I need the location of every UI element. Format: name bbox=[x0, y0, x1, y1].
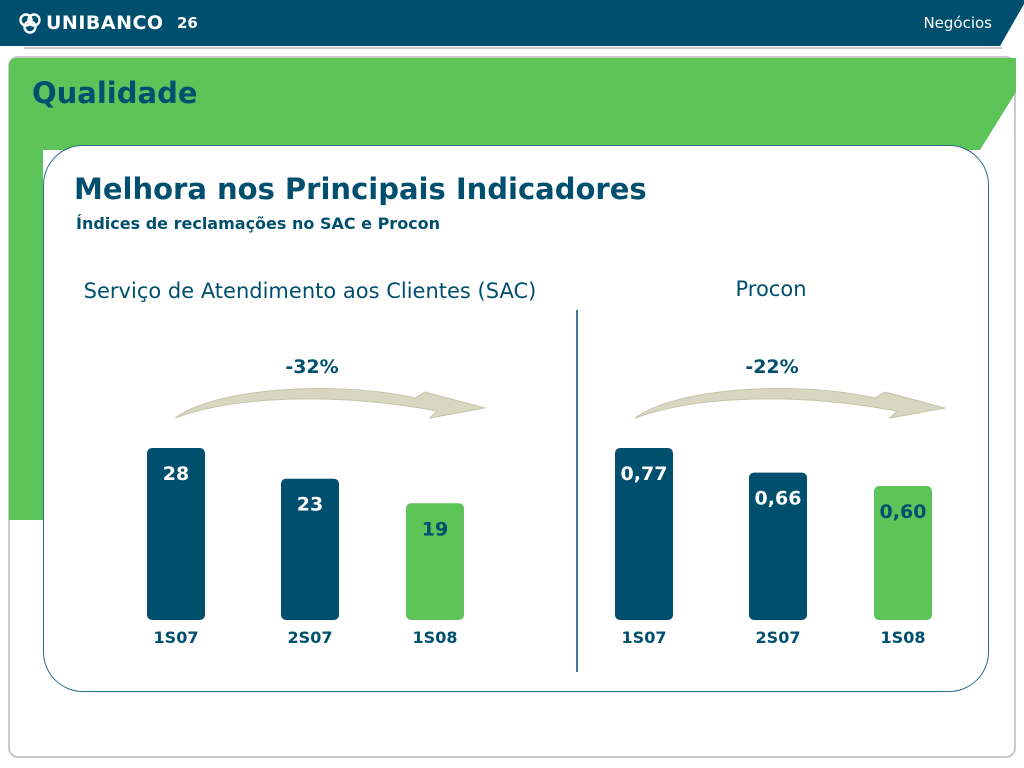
bar bbox=[281, 478, 339, 620]
data-label: 0,60 bbox=[880, 501, 927, 523]
data-label: 28 bbox=[163, 463, 189, 485]
brand-name: UNIBANCO bbox=[46, 12, 164, 34]
data-label: 0,77 bbox=[621, 463, 668, 485]
trend-arrow-icon bbox=[174, 388, 486, 419]
panel-heading: Melhora nos Principais Indicadores bbox=[74, 172, 647, 206]
chart-title: Serviço de Atendimento aos Clientes (SAC… bbox=[84, 279, 537, 303]
header-bar bbox=[0, 0, 1024, 49]
data-label: 0,66 bbox=[755, 488, 802, 510]
bar bbox=[406, 503, 464, 620]
bar bbox=[874, 485, 932, 620]
chart-title: Procon bbox=[735, 277, 806, 301]
x-tick-label: 2S07 bbox=[756, 628, 801, 647]
x-tick-label: 2S07 bbox=[288, 628, 333, 647]
unibanco-emblem-icon bbox=[19, 13, 41, 34]
x-tick-label: 1S07 bbox=[622, 628, 667, 647]
x-tick-label: 1S08 bbox=[413, 628, 458, 647]
x-tick-label: 1S08 bbox=[881, 628, 926, 647]
unibanco-logo: UNIBANCO bbox=[18, 10, 164, 36]
trend-arrow-icon bbox=[634, 388, 946, 419]
panel-subheading: Índices de reclamações no SAC e Procon bbox=[76, 214, 441, 233]
bar bbox=[749, 472, 807, 620]
slide-title: Qualidade bbox=[32, 76, 198, 110]
section-name: Negócios bbox=[923, 14, 992, 32]
x-tick-label: 1S07 bbox=[154, 628, 199, 647]
bar bbox=[615, 448, 673, 620]
change-label: -32% bbox=[285, 356, 338, 378]
bar bbox=[147, 448, 205, 620]
data-label: 19 bbox=[422, 518, 448, 540]
page-number: 26 bbox=[177, 14, 198, 32]
data-label: 23 bbox=[297, 494, 323, 516]
change-label: -22% bbox=[745, 356, 798, 378]
